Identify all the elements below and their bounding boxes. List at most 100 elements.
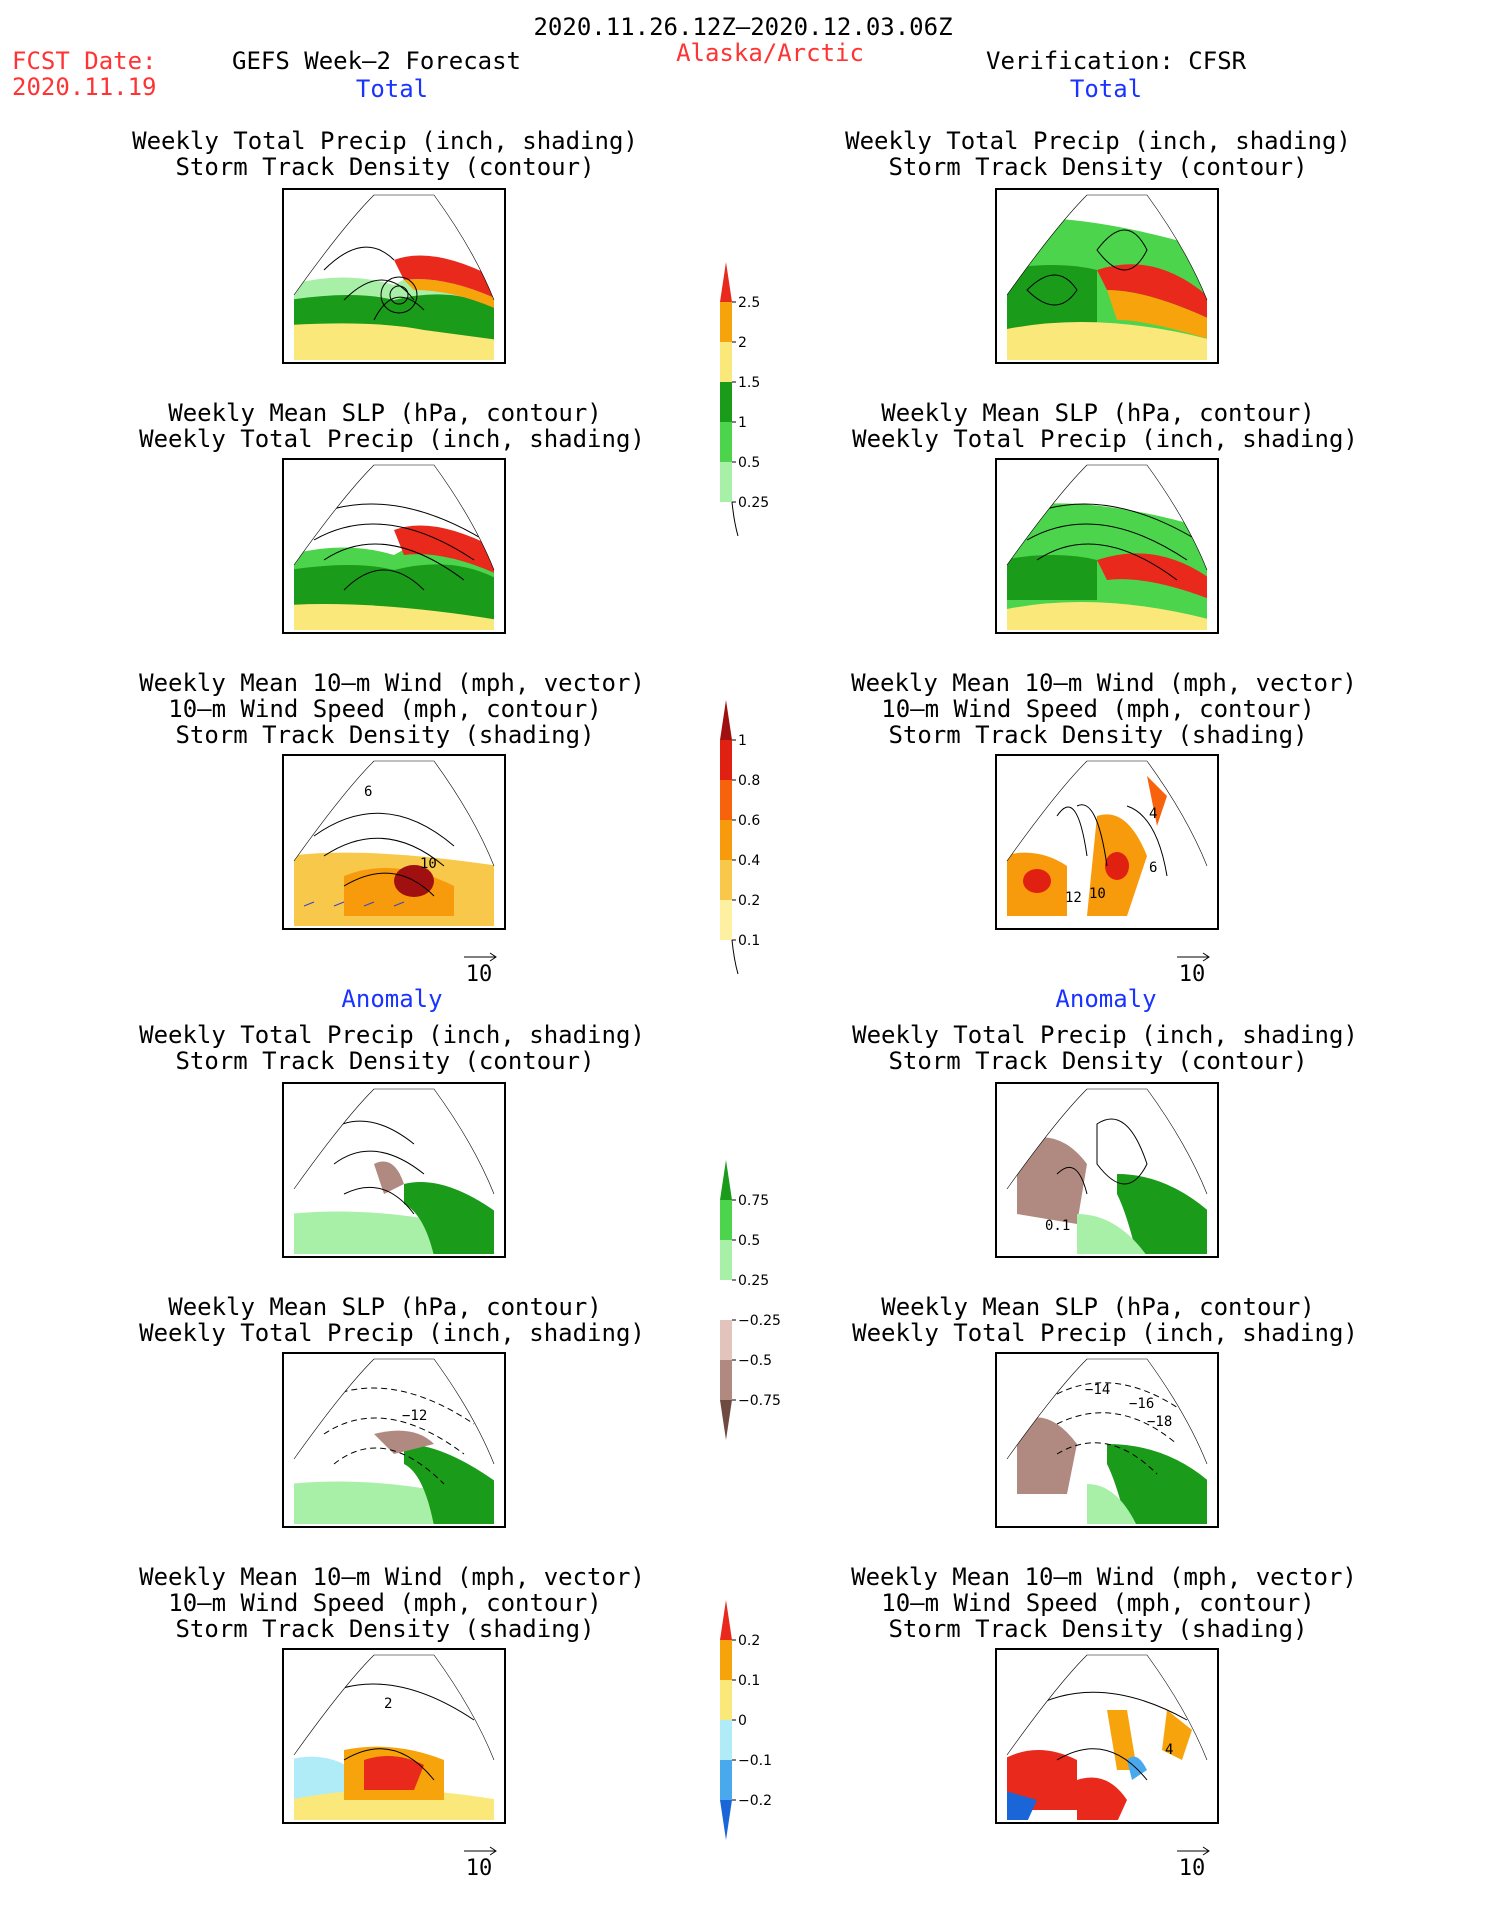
colorbar-label: 0.4 — [738, 853, 760, 869]
colorbar-swatch — [720, 462, 732, 502]
colorbar-label: 1 — [738, 733, 747, 749]
contour-label: 0.1 — [1045, 1218, 1070, 1234]
colorbar-swatch — [720, 820, 732, 860]
map-anom-slp-precip-forecast: −12 — [282, 1352, 506, 1528]
vector-ref-label: 10 — [1178, 962, 1206, 987]
colorbar-track-total: 1 0.8 0.6 0.4 0.2 0.1 — [720, 700, 760, 975]
contour-label: 12 — [1065, 890, 1082, 906]
title-l6-line3: Storm Track Density (shading) — [175, 1615, 595, 1643]
colorbar-swatch — [720, 1320, 732, 1360]
map-total-precip-track-forecast — [282, 188, 506, 364]
contour-label: −14 — [1085, 1382, 1110, 1398]
title-l5-line2: Weekly Total Precip (inch, shading) — [139, 1319, 645, 1347]
colorbar-swatch — [720, 1640, 732, 1680]
title-l2-line2: Weekly Total Precip (inch, shading) — [139, 425, 645, 453]
title-r3-line3: Storm Track Density (shading) — [888, 721, 1308, 749]
section-total-left: Total — [355, 75, 429, 103]
title-r3-line1: Weekly Mean 10–m Wind (mph, vector) — [851, 669, 1357, 697]
map-total-slp-precip-forecast — [282, 458, 506, 634]
title-l6-line1: Weekly Mean 10–m Wind (mph, vector) — [139, 1563, 645, 1591]
colorbar-label: 0.1 — [738, 1673, 760, 1689]
contour-label: 10 — [420, 856, 437, 872]
colorbar-swatch — [720, 262, 732, 302]
colorbar-precip-total: 2.5 2 1.5 1 0.5 0.25 — [720, 262, 769, 537]
contour-label: −16 — [1129, 1396, 1154, 1412]
colorbar-swatch — [720, 1600, 732, 1640]
colorbar-swatch — [720, 700, 732, 740]
map-total-wind-verification: 12 10 6 4 — [995, 754, 1219, 930]
vector-ref-label: 10 — [465, 1856, 493, 1881]
colorbar-swatch — [720, 382, 732, 422]
colorbar-label: −0.2 — [738, 1793, 772, 1809]
contour-label: −18 — [1147, 1414, 1172, 1430]
colorbar-track-anom: 0.2 0.1 0 −0.1 −0.2 — [720, 1600, 772, 1840]
section-total-right: Total — [1069, 75, 1143, 103]
contour-label: 6 — [1149, 860, 1157, 876]
colorbar-label: 0.6 — [738, 813, 760, 829]
colorbar-label: 0 — [738, 1713, 747, 1729]
colorbar-label: 0.8 — [738, 773, 760, 789]
section-anomaly-left: Anomaly — [341, 985, 443, 1013]
colorbar-label: 2 — [738, 335, 747, 351]
colorbar-swatch — [720, 1720, 732, 1760]
colorbar-swatch — [720, 1200, 732, 1240]
section-anomaly-right: Anomaly — [1055, 985, 1157, 1013]
colorbar-tail — [731, 939, 739, 975]
map-anom-wind-verification: 4 — [995, 1648, 1219, 1824]
title-r6-line2: 10–m Wind Speed (mph, contour) — [881, 1589, 1315, 1617]
colorbar-swatch — [720, 342, 732, 382]
colorbar-swatch — [720, 1240, 732, 1280]
title-r6-line1: Weekly Mean 10–m Wind (mph, vector) — [851, 1563, 1357, 1591]
title-r2-line2: Weekly Total Precip (inch, shading) — [852, 425, 1358, 453]
title-r6-line3: Storm Track Density (shading) — [888, 1615, 1308, 1643]
colorbar-label: 1 — [738, 415, 747, 431]
title-l5-line1: Weekly Mean SLP (hPa, contour) — [168, 1293, 602, 1321]
colorbar-label: 0.75 — [738, 1193, 769, 1209]
arrow-right-icon — [464, 1846, 497, 1856]
contour-label: 2 — [384, 1696, 392, 1712]
map-total-slp-precip-verification — [995, 458, 1219, 634]
title-r5-line2: Weekly Total Precip (inch, shading) — [852, 1319, 1358, 1347]
map-anom-precip-track-verification: 0.1 — [995, 1082, 1219, 1258]
fcst-date-label: FCST Date: — [12, 47, 157, 75]
verification-title: Verification: CFSR — [986, 47, 1247, 75]
colorbar-label: −0.25 — [738, 1313, 780, 1329]
colorbar-label: 0.25 — [738, 495, 769, 511]
arrow-right-icon — [464, 952, 497, 962]
colorbar-label: 0.2 — [738, 1633, 760, 1649]
colorbar-swatch — [720, 900, 732, 940]
contour-label: 4 — [1149, 806, 1157, 822]
title-l3-line1: Weekly Mean 10–m Wind (mph, vector) — [139, 669, 645, 697]
colorbar-swatch — [720, 1400, 732, 1440]
colorbar-label: 0.5 — [738, 1233, 760, 1249]
region-title: Alaska/Arctic — [676, 39, 864, 67]
colorbar-swatch — [720, 1280, 732, 1320]
title-l1-line2: Storm Track Density (contour) — [175, 153, 595, 181]
contour-label: −12 — [402, 1408, 427, 1424]
colorbar-tail — [731, 501, 739, 537]
title-r1-line1: Weekly Total Precip (inch, shading) — [845, 127, 1351, 155]
forecast-period: 2020.11.26.12Z–2020.12.03.06Z — [533, 13, 953, 41]
colorbar-swatch — [720, 780, 732, 820]
colorbar-label: 0.2 — [738, 893, 760, 909]
colorbar-precip-anom: 0.75 0.5 0.25 −0.25 −0.5 −0.75 — [720, 1160, 780, 1440]
arrow-right-icon — [1177, 952, 1210, 962]
colorbar-label: 2.5 — [738, 295, 760, 311]
colorbar-swatch — [720, 1800, 732, 1840]
title-l4-line2: Storm Track Density (contour) — [175, 1047, 595, 1075]
colorbar-label: 0.5 — [738, 455, 760, 471]
contour-label: 6 — [364, 784, 372, 800]
forecast-title: GEFS Week–2 Forecast — [232, 47, 521, 75]
vector-ref-label: 10 — [465, 962, 493, 987]
colorbar-swatch — [720, 1760, 732, 1800]
colorbar-label: 0.1 — [738, 933, 760, 949]
title-l3-line3: Storm Track Density (shading) — [175, 721, 595, 749]
colorbar-swatch — [720, 860, 732, 900]
colorbar-swatch — [720, 1680, 732, 1720]
title-l1-line1: Weekly Total Precip (inch, shading) — [132, 127, 638, 155]
arrow-right-icon — [1177, 1846, 1210, 1856]
colorbar-label: −0.5 — [738, 1353, 772, 1369]
colorbar-swatch — [720, 302, 732, 342]
map-total-precip-track-verification — [995, 188, 1219, 364]
colorbar-label: 0.25 — [738, 1273, 769, 1289]
